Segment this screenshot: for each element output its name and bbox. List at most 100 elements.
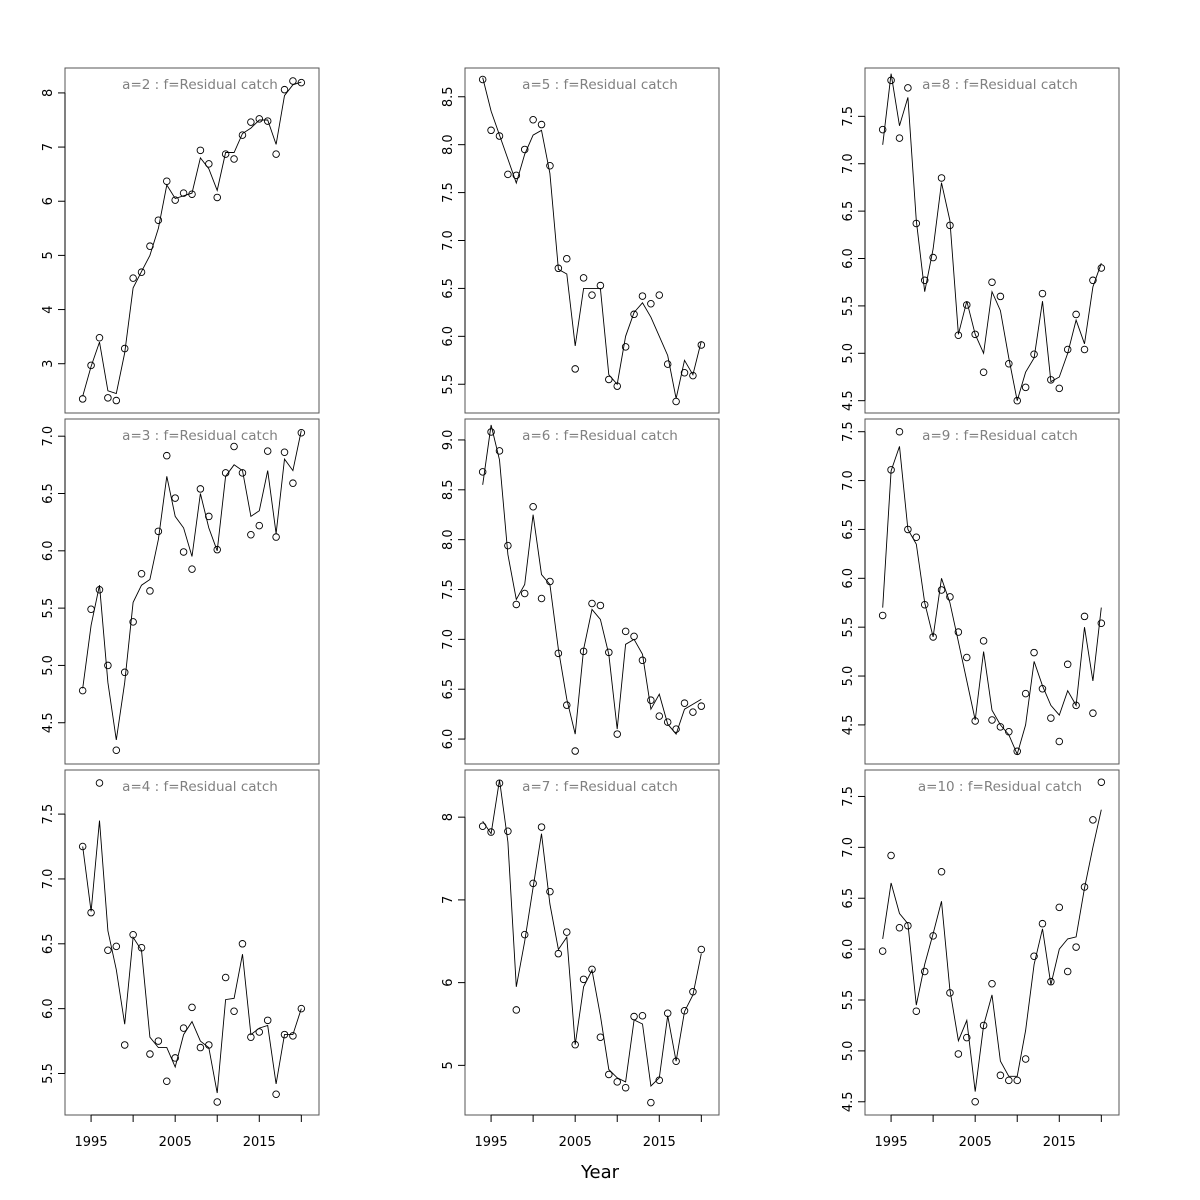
observed-point	[272, 1090, 280, 1098]
panel-title: a=8 : f=Residual catch	[922, 77, 1078, 93]
observed-point	[904, 84, 912, 92]
observed-point	[895, 134, 904, 142]
observed-point	[571, 1040, 579, 1049]
observed-point	[280, 1030, 289, 1039]
observed-point	[529, 115, 537, 124]
observed-point	[929, 253, 937, 262]
observed-point	[78, 842, 87, 851]
observed-point	[563, 254, 571, 263]
observed-point	[680, 1007, 689, 1015]
y-tick-label: 8.5	[441, 479, 456, 500]
observed-point	[638, 292, 647, 300]
observed-point	[188, 565, 196, 573]
observed-point	[605, 1070, 613, 1079]
observed-point	[1047, 977, 1055, 986]
observed-point	[895, 427, 904, 436]
observed-point	[663, 1009, 672, 1017]
observed-point	[1080, 883, 1089, 891]
observed-point	[205, 1041, 213, 1049]
observed-point	[1013, 1076, 1021, 1085]
y-tick-label: 4	[41, 305, 56, 313]
y-tick-label: 5.0	[841, 666, 856, 687]
panel-title: a=10 : f=Residual catch	[918, 779, 1082, 795]
observed-point	[988, 979, 996, 988]
y-tick-label: 6.5	[841, 519, 856, 540]
observed-point	[1030, 350, 1038, 358]
observed-point	[230, 1007, 238, 1015]
observed-point	[95, 333, 104, 342]
observed-point	[878, 611, 887, 620]
plot-frame	[464, 67, 720, 414]
panel-title: a=4 : f=Residual catch	[122, 779, 278, 795]
observed-point	[504, 541, 512, 550]
y-tick-label: 5.0	[841, 1041, 856, 1062]
observed-point	[887, 466, 895, 474]
observed-point	[563, 928, 571, 936]
y-tick-label: 7.5	[41, 804, 56, 825]
observed-point	[912, 1007, 921, 1015]
y-tick-label: 7.5	[841, 786, 856, 807]
observed-point	[963, 1033, 971, 1042]
observed-point	[238, 940, 247, 948]
panel: a=2 : f=Residual catch 3 4 5 6 7 8	[41, 67, 320, 414]
observed-point	[638, 656, 647, 665]
panel-title: a=7 : f=Residual catch	[522, 779, 678, 795]
observed-point	[188, 190, 196, 198]
observed-point	[655, 712, 664, 720]
panel-title: a=9 : f=Residual catch	[922, 428, 1078, 444]
observed-point	[129, 274, 137, 282]
y-tick-label: 8	[41, 89, 56, 97]
y-tick-label: 7.5	[441, 579, 456, 600]
observed-point	[95, 586, 104, 594]
y-tick-label: 5	[41, 251, 56, 259]
observed-point	[205, 160, 213, 168]
y-tick-label: 7	[41, 143, 56, 151]
observed-point	[213, 545, 221, 554]
observed-point	[630, 632, 638, 641]
observed-point	[1038, 684, 1047, 693]
observed-point	[247, 1033, 255, 1041]
observed-point	[937, 868, 946, 876]
observed-point	[887, 851, 895, 860]
observed-point	[537, 823, 546, 831]
observed-point	[579, 647, 588, 656]
observed-point	[971, 1098, 979, 1106]
fitted-line	[482, 424, 702, 736]
observed-point	[495, 132, 504, 140]
observed-point	[263, 1016, 272, 1025]
observed-point	[230, 442, 238, 451]
observed-point	[1030, 952, 1038, 960]
y-tick-label: 5.5	[41, 598, 56, 619]
observed-point	[213, 193, 221, 202]
observed-point	[996, 1071, 1005, 1080]
observed-point	[188, 1003, 196, 1012]
observed-point	[1072, 701, 1080, 710]
x-axis-label: Year	[580, 1162, 620, 1183]
fitted-line	[482, 779, 702, 1087]
observed-point	[171, 196, 179, 204]
observed-point	[297, 1004, 306, 1013]
y-tick-label: 8.5	[441, 86, 456, 107]
panel-title: a=5 : f=Residual catch	[522, 77, 678, 93]
y-tick-label: 5.0	[841, 343, 856, 364]
x-tick-label: 2015	[643, 1135, 676, 1150]
observed-point	[647, 1098, 655, 1107]
y-tick-label: 7.0	[841, 837, 856, 858]
observed-point	[596, 1033, 605, 1041]
observed-point	[196, 485, 205, 493]
y-tick-label: 8.0	[441, 134, 456, 155]
x-tick-label: 1995	[875, 1135, 908, 1150]
observed-point	[546, 577, 554, 586]
observed-point	[512, 171, 521, 180]
panel: a=5 : f=Residual catch 5.5 6.0 6.5 7.0 7.5 8.0…	[441, 67, 720, 414]
observed-point	[630, 1012, 638, 1021]
y-tick-label: 5.5	[441, 374, 456, 395]
y-tick-label: 6.5	[841, 888, 856, 909]
observed-point	[596, 601, 605, 610]
observed-point	[1038, 919, 1047, 928]
observed-point	[588, 965, 596, 974]
observed-point	[137, 569, 146, 578]
observed-point	[1021, 383, 1030, 392]
y-tick-label: 6.0	[41, 998, 56, 1019]
observed-point	[495, 447, 504, 455]
